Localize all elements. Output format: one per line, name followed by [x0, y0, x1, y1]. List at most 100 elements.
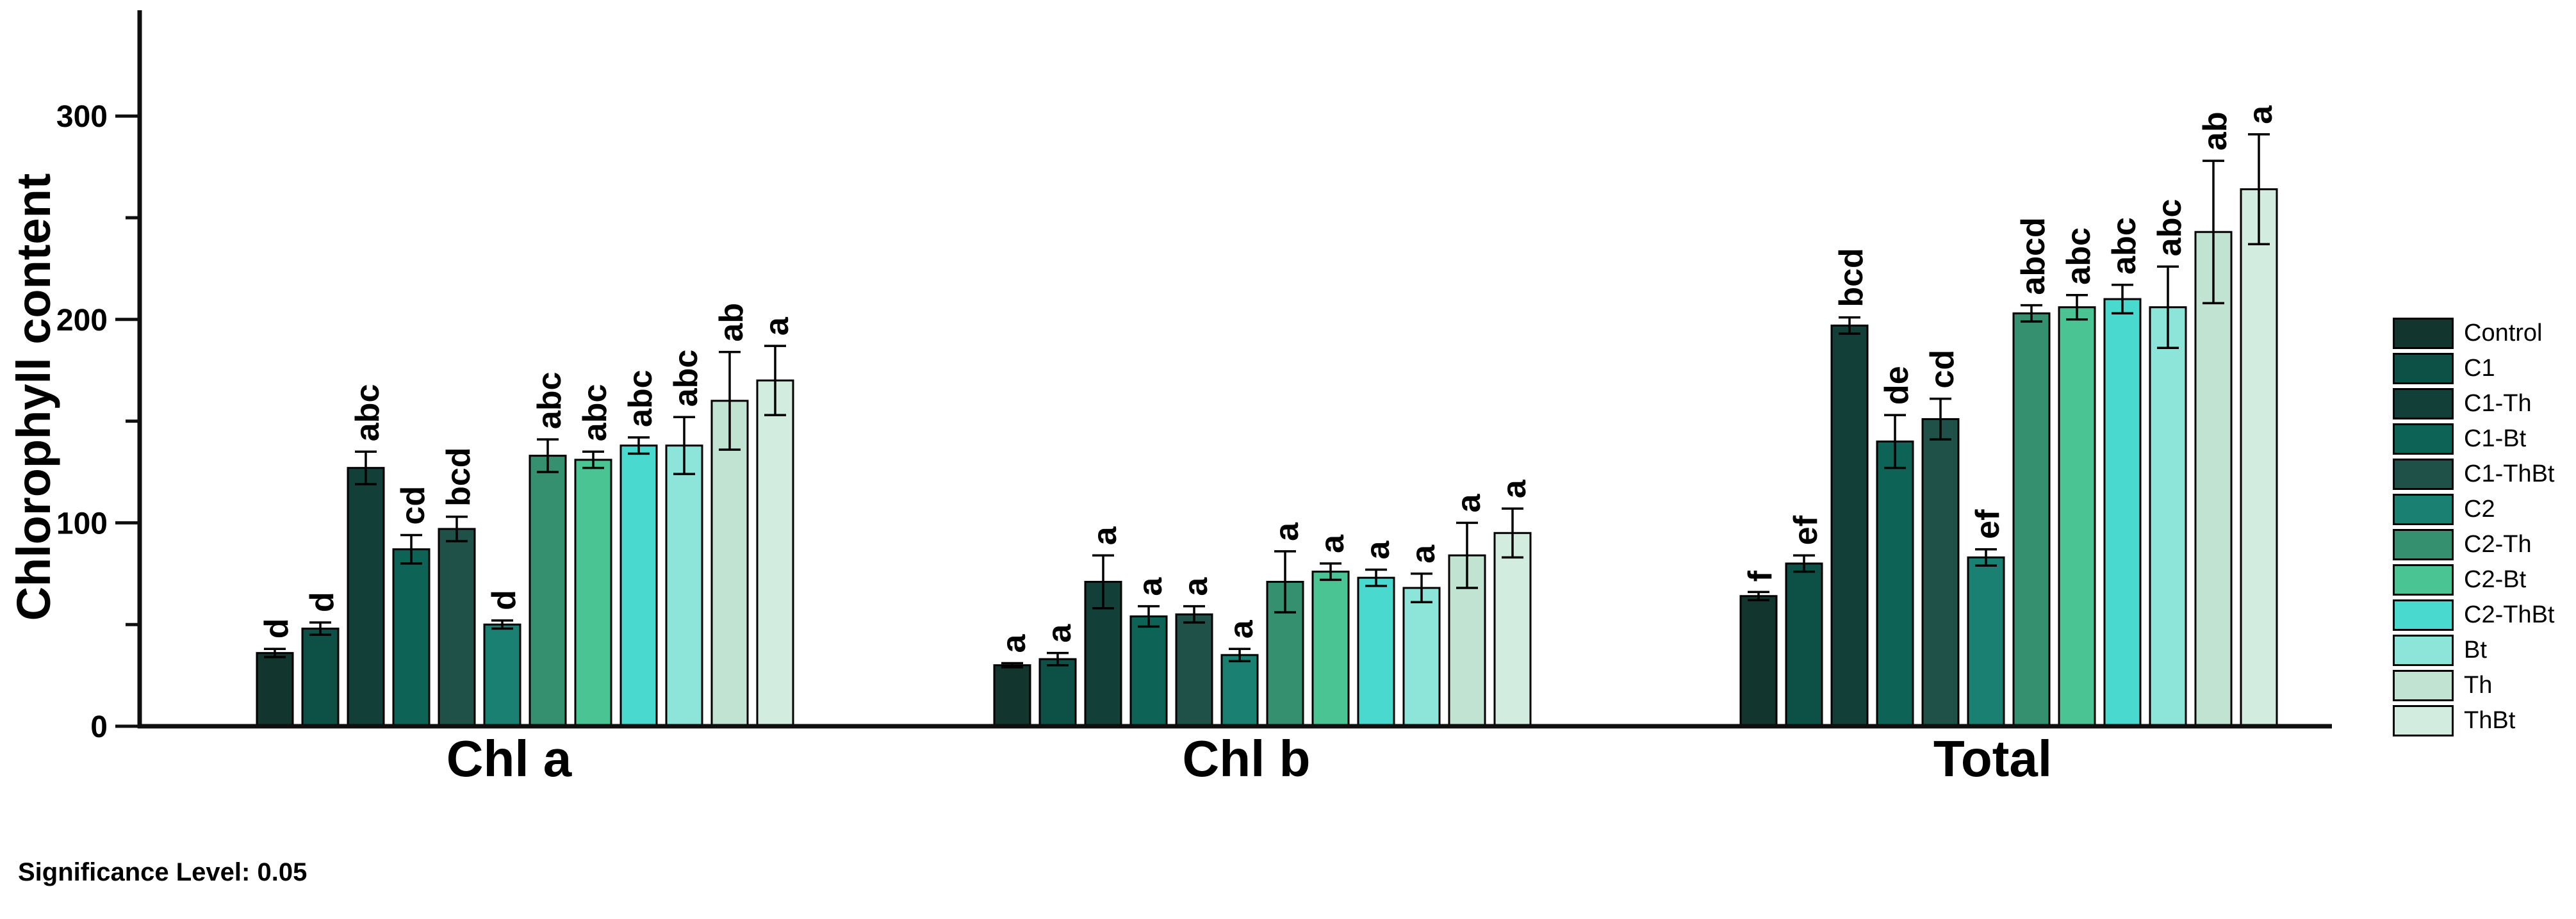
legend-item: C1-ThBt	[2393, 459, 2554, 490]
bar-Total-C2-Bt	[2058, 306, 2096, 728]
y-tick-label: 0	[90, 710, 108, 744]
bar-Total-C2-ThBt	[2103, 298, 2142, 728]
legend-swatch	[2393, 388, 2454, 419]
significance-letter: cd	[395, 486, 432, 525]
bar-Total-C1-Th	[1830, 324, 1869, 728]
legend-item: C1-Bt	[2393, 423, 2554, 455]
bar-Chla-C1	[301, 628, 340, 728]
legend-item: C2-Th	[2393, 529, 2554, 560]
significance-letter: a	[1041, 624, 1078, 643]
significance-letter: bcd	[440, 447, 477, 506]
significance-letter: abc	[622, 370, 659, 427]
legend-item: Bt	[2393, 635, 2554, 666]
legend-label: Th	[2464, 672, 2493, 699]
bar-Chlb-C1	[1038, 658, 1077, 728]
significance-letter: ef	[1787, 515, 1825, 545]
bar-Chla-C1-Bt	[392, 548, 431, 728]
x-group-label: Chl a	[447, 730, 572, 787]
legend-swatch	[2393, 353, 2454, 384]
legend-label: ThBt	[2464, 707, 2516, 734]
significance-letter: abc	[577, 384, 614, 442]
bar-Chla-C2	[483, 623, 521, 728]
significance-letter: a	[1496, 479, 1533, 498]
legend-label: C2	[2464, 496, 2495, 523]
legend-swatch	[2393, 459, 2454, 490]
bar-Chla-C2-Bt	[574, 459, 612, 728]
significance-letter: a	[2242, 105, 2279, 124]
y-tick-label: 100	[56, 507, 108, 541]
significance-letter: a	[1268, 522, 1306, 541]
bar-Chla-Th	[710, 400, 749, 728]
significance-letter: de	[1878, 366, 1916, 405]
significance-letter: f	[1742, 570, 1779, 581]
bar-Total-C2	[1967, 556, 2005, 728]
significance-letter: d	[486, 590, 523, 610]
significance-letter: a	[1359, 540, 1397, 559]
significance-letter: d	[304, 592, 341, 612]
bar-Total-ThBt	[2240, 188, 2278, 728]
legend-label: C1-ThBt	[2464, 460, 2555, 487]
legend-label: C2-ThBt	[2464, 601, 2555, 628]
bar-Chlb-C2	[1220, 654, 1259, 728]
significance-letter: ef	[1969, 509, 2006, 539]
y-tick-label: 200	[56, 304, 108, 338]
bar-Total-C1-Bt	[1876, 440, 1914, 728]
significance-letter: a	[996, 634, 1033, 653]
bar-Total-Control	[1739, 595, 1778, 728]
bar-Chla-ThBt	[756, 379, 794, 728]
legend-swatch	[2393, 529, 2454, 560]
legend-label: C2-Bt	[2464, 566, 2527, 593]
significance-letter: abc	[2106, 217, 2143, 275]
legend-item: C1	[2393, 353, 2554, 384]
x-group-label: Total	[1933, 730, 2052, 787]
legend-label: C2-Th	[2464, 531, 2532, 558]
legend-swatch	[2393, 318, 2454, 349]
significance-letter: a	[1314, 534, 1351, 553]
legend-item: C1-Th	[2393, 388, 2554, 419]
significance-letter: abc	[349, 384, 386, 442]
legend-label: C1-Bt	[2464, 425, 2527, 452]
bar-Total-C1-ThBt	[1921, 418, 1960, 728]
legend-label: Bt	[2464, 637, 2487, 663]
legend-item: Control	[2393, 318, 2554, 349]
bar-Chlb-ThBt	[1493, 532, 1532, 728]
legend-item: C2	[2393, 494, 2554, 525]
significance-letter: a	[1223, 619, 1260, 638]
significance-letter: a	[1405, 544, 1442, 564]
bar-Chla-C1-ThBt	[438, 528, 476, 728]
legend-label: C1	[2464, 355, 2495, 382]
significance-letter: a	[1450, 493, 1488, 512]
significance-note: Significance Level: 0.05	[18, 858, 308, 886]
bar-Chla-C2-Th	[529, 455, 567, 728]
legend-swatch	[2393, 423, 2454, 455]
bar-Total-C2-Th	[2012, 312, 2051, 728]
y-axis-title: Chlorophyll content	[7, 174, 60, 621]
bar-Total-C1	[1785, 562, 1823, 728]
significance-letter: a	[1132, 577, 1169, 596]
bar-Total-Th	[2194, 231, 2233, 728]
significance-letter: ab	[2197, 111, 2234, 150]
bar-Chla-C2-ThBt	[619, 444, 658, 728]
legend-swatch	[2393, 635, 2454, 666]
significance-letter: cd	[1924, 350, 1961, 389]
x-group-label: Chl b	[1183, 730, 1311, 787]
legend-item: C2-Bt	[2393, 564, 2554, 596]
bar-Total-Bt	[2149, 306, 2187, 728]
legend: Control C1 C1-Th C1-Bt C1-ThBt C2 C2-Th C2-Bt C2…	[2393, 318, 2554, 736]
bar-Chlb-Control	[993, 664, 1031, 728]
bar-Chla-Bt	[665, 444, 703, 728]
significance-letter: abc	[668, 350, 705, 407]
significance-letter: a	[1087, 526, 1124, 545]
significance-letter: abc	[531, 372, 568, 430]
bar-Chlb-C2-Bt	[1311, 571, 1350, 728]
legend-item: C2-ThBt	[2393, 599, 2554, 631]
legend-swatch	[2393, 599, 2454, 631]
bar-Chla-Control	[256, 652, 294, 728]
significance-letter: d	[258, 619, 295, 639]
y-tick-label: 300	[56, 100, 108, 134]
legend-item: Th	[2393, 670, 2554, 701]
bar-Chla-C1-Th	[347, 467, 385, 728]
legend-label: C1-Th	[2464, 390, 2532, 417]
